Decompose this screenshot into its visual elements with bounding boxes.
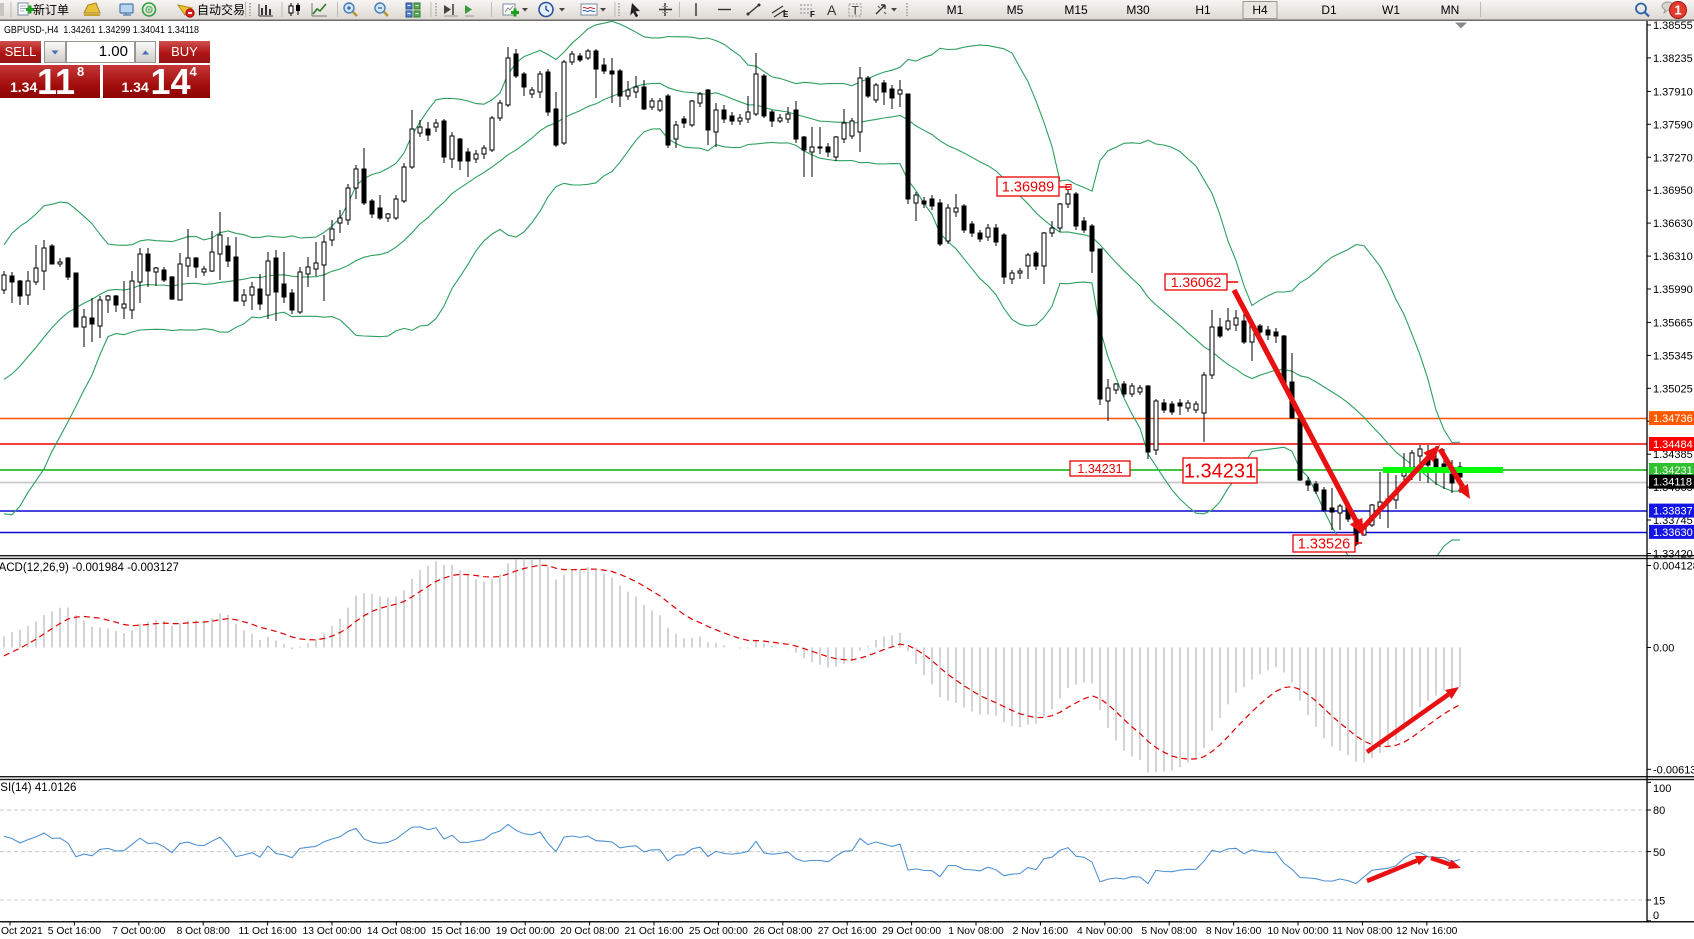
svg-text:80: 80 <box>1653 805 1665 817</box>
svg-text:29 Oct 00:00: 29 Oct 00:00 <box>882 926 941 937</box>
svg-text:27 Oct 16:00: 27 Oct 16:00 <box>818 926 877 937</box>
svg-text:19 Oct 00:00: 19 Oct 00:00 <box>496 926 555 937</box>
svg-text:100: 100 <box>1653 783 1671 795</box>
svg-text:-0.006132: -0.006132 <box>1653 764 1694 776</box>
svg-text:1.34231: 1.34231 <box>1184 461 1256 483</box>
svg-text:自动交易: 自动交易 <box>197 2 245 17</box>
svg-text:1.34118: 1.34118 <box>1653 477 1692 489</box>
svg-text:1.35990: 1.35990 <box>1653 284 1693 296</box>
svg-text:1.36989: 1.36989 <box>1002 180 1054 196</box>
svg-text:1.33837: 1.33837 <box>1653 506 1693 518</box>
svg-text:1.37590: 1.37590 <box>1653 119 1693 131</box>
svg-text:D1: D1 <box>1321 3 1337 17</box>
svg-text:1 Nov 08:00: 1 Nov 08:00 <box>948 926 1004 937</box>
svg-text:5 Nov 08:00: 5 Nov 08:00 <box>1141 926 1197 937</box>
svg-text:1.34484: 1.34484 <box>1653 439 1693 451</box>
svg-text:1.33420: 1.33420 <box>1653 549 1693 561</box>
svg-text:T: T <box>852 4 860 18</box>
svg-text:11 Nov 08:00: 11 Nov 08:00 <box>1332 926 1393 937</box>
svg-text:1.35665: 1.35665 <box>1653 317 1693 329</box>
svg-text:20 Oct 08:00: 20 Oct 08:00 <box>560 926 619 937</box>
svg-text:7 Oct 00:00: 7 Oct 00:00 <box>112 926 166 937</box>
svg-text:1.33745: 1.33745 <box>1653 515 1693 527</box>
svg-text:0: 0 <box>1653 910 1659 922</box>
svg-text:21 Oct 16:00: 21 Oct 16:00 <box>625 926 684 937</box>
svg-text:0.004128: 0.004128 <box>1653 561 1694 573</box>
svg-text:M30: M30 <box>1126 3 1150 17</box>
svg-text:W1: W1 <box>1382 3 1400 17</box>
svg-text:15 Oct 16:00: 15 Oct 16:00 <box>431 926 490 937</box>
svg-text:MN: MN <box>1441 3 1460 17</box>
svg-text:1.34736: 1.34736 <box>1653 413 1693 425</box>
svg-text:H4: H4 <box>1252 3 1268 17</box>
svg-text:1.37270: 1.37270 <box>1653 152 1693 164</box>
svg-text:新订单: 新订单 <box>33 2 69 17</box>
svg-text:M5: M5 <box>1007 3 1024 17</box>
svg-text:1.34231: 1.34231 <box>1653 465 1693 477</box>
svg-text:8 Oct 08:00: 8 Oct 08:00 <box>177 926 231 937</box>
svg-text:E: E <box>783 10 789 19</box>
svg-text:MACD(12,26,9) -0.001984 -0.003: MACD(12,26,9) -0.001984 -0.003127 <box>0 562 179 574</box>
svg-text:13 Oct 00:00: 13 Oct 00:00 <box>303 926 362 937</box>
svg-text:2 Nov 16:00: 2 Nov 16:00 <box>1013 926 1069 937</box>
svg-text:10 Nov 00:00: 10 Nov 00:00 <box>1267 926 1329 937</box>
svg-text:1.36062: 1.36062 <box>1171 274 1222 290</box>
svg-text:1.34385: 1.34385 <box>1653 449 1693 461</box>
svg-text:1.33630: 1.33630 <box>1653 527 1693 539</box>
svg-text:M1: M1 <box>947 3 964 17</box>
svg-text:8 Nov 16:00: 8 Nov 16:00 <box>1206 926 1262 937</box>
svg-text:GBPUSD-,H4 1.34261 1.34299 1.: GBPUSD-,H4 1.34261 1.34299 1.34041 1.341… <box>4 25 199 36</box>
svg-text:H1: H1 <box>1195 3 1211 17</box>
svg-text:12 Nov 16:00: 12 Nov 16:00 <box>1396 926 1458 937</box>
svg-text:1.36630: 1.36630 <box>1653 218 1693 230</box>
svg-text:M15: M15 <box>1064 3 1088 17</box>
svg-text:1: 1 <box>1674 3 1681 18</box>
svg-text:F: F <box>810 10 815 19</box>
svg-text:1.38235: 1.38235 <box>1653 53 1693 65</box>
svg-text:1.35025: 1.35025 <box>1653 383 1693 395</box>
svg-text:1.36310: 1.36310 <box>1653 251 1693 263</box>
svg-text:5 Oct 16:00: 5 Oct 16:00 <box>48 926 102 937</box>
svg-text:A: A <box>827 2 837 18</box>
svg-text:1.37910: 1.37910 <box>1653 86 1693 98</box>
svg-text:14 Oct 08:00: 14 Oct 08:00 <box>367 926 426 937</box>
svg-text:0.00: 0.00 <box>1653 643 1674 655</box>
svg-text:26 Oct 08:00: 26 Oct 08:00 <box>753 926 812 937</box>
svg-text:11 Oct 16:00: 11 Oct 16:00 <box>238 926 296 937</box>
svg-text:1.36950: 1.36950 <box>1653 185 1693 197</box>
svg-text:1.35345: 1.35345 <box>1653 350 1693 362</box>
svg-text:1.38555: 1.38555 <box>1653 21 1693 32</box>
svg-text:1.33526: 1.33526 <box>1298 537 1350 553</box>
svg-text:15: 15 <box>1653 895 1665 907</box>
svg-text:RSI(14) 41.0126: RSI(14) 41.0126 <box>0 782 76 794</box>
svg-text:Oct 2021: Oct 2021 <box>1 926 43 937</box>
svg-text:50: 50 <box>1653 847 1665 859</box>
svg-text:1.34231: 1.34231 <box>1077 462 1122 476</box>
svg-text:25 Oct 00:00: 25 Oct 00:00 <box>689 926 748 937</box>
svg-text:4 Nov 00:00: 4 Nov 00:00 <box>1077 926 1133 937</box>
